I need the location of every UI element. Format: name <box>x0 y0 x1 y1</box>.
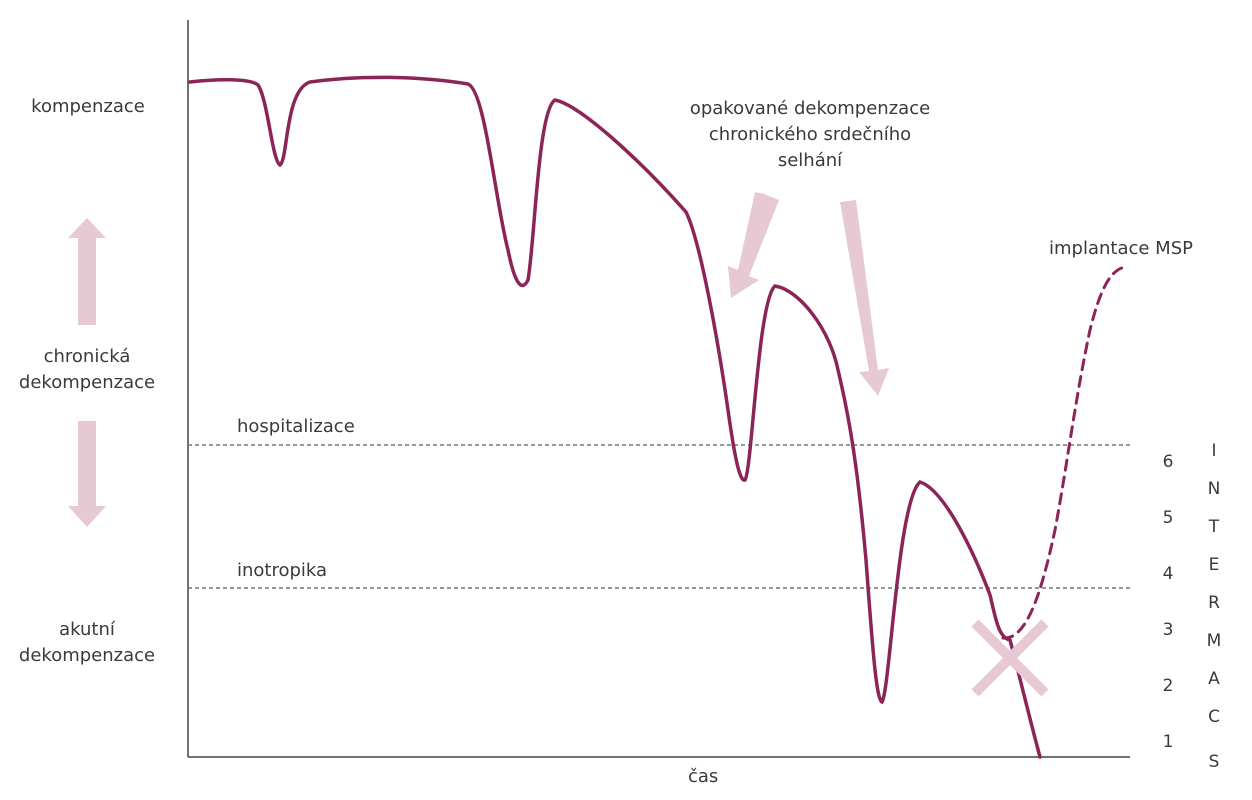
label-chronic-line1: chronická <box>43 346 131 367</box>
intermacs-letter: M <box>1206 631 1222 651</box>
intermacs-letter: A <box>1208 669 1220 689</box>
implantation-curve <box>1001 265 1127 640</box>
label-hospitalization: hospitalizace <box>237 416 355 437</box>
annotation-repeated-decompensation: opakované dekompenzace chronického srdeč… <box>660 96 960 174</box>
death-cross-icon <box>971 619 1049 697</box>
intermacs-letter: N <box>1207 479 1221 499</box>
down-arrow-icon <box>68 421 106 527</box>
intermacs-level: 1 <box>1162 732 1174 752</box>
x-axis-label: čas <box>688 766 719 787</box>
label-compensation: kompenzace <box>31 96 145 117</box>
up-arrow-icon <box>68 218 106 325</box>
annotation-line1: opakované dekompenzace <box>689 98 931 119</box>
intermacs-level: 2 <box>1162 676 1174 696</box>
annotation-implant: implantace MSP <box>1049 238 1193 259</box>
intermacs-level: 4 <box>1162 564 1174 584</box>
label-inotropics: inotropika <box>237 560 328 581</box>
intermacs-level: 6 <box>1162 452 1174 472</box>
intermacs-letter: T <box>1208 517 1220 537</box>
label-acute-line1: akutní <box>59 619 115 640</box>
label-acute-line2: dekompenzace <box>18 645 156 666</box>
label-chronic-decompensation: chronická dekompenzace <box>12 344 162 396</box>
intermacs-level: 3 <box>1162 620 1174 640</box>
intermacs-letter: I <box>1211 441 1217 461</box>
label-acute-decompensation: akutní dekompenzace <box>12 617 162 669</box>
pointer-arrow-left-icon <box>728 192 779 298</box>
intermacs-letter: E <box>1208 555 1220 575</box>
intermacs-letter: C <box>1208 707 1220 727</box>
intermacs-letter: S <box>1208 752 1220 772</box>
label-chronic-line2: dekompenzace <box>18 372 156 393</box>
pointer-arrow-right-icon <box>840 200 889 396</box>
annotation-line3: selhání <box>777 150 843 171</box>
intermacs-level: 5 <box>1162 508 1174 528</box>
intermacs-letter: R <box>1208 593 1220 613</box>
annotation-line2: chronického srdečního <box>708 124 912 145</box>
